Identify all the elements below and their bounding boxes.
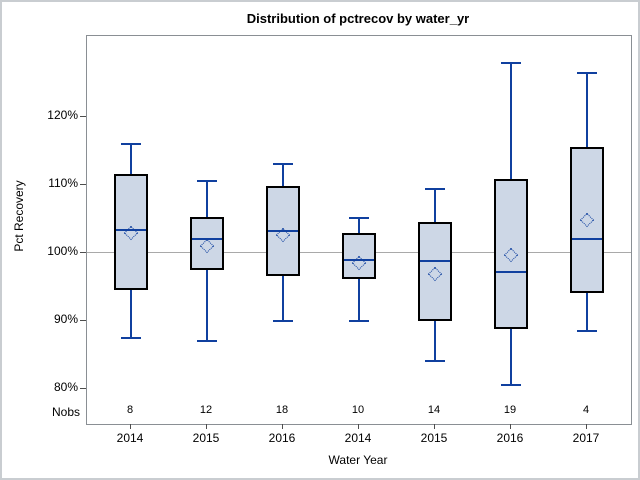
whisker-upper-stem xyxy=(130,144,132,174)
x-axis-title: Water Year xyxy=(328,453,388,467)
whisker-cap-upper xyxy=(273,163,293,165)
whisker-cap-upper xyxy=(577,72,597,74)
nobs-value: 19 xyxy=(503,404,517,416)
x-tick-label: 2016 xyxy=(268,431,296,445)
nobs-value: 10 xyxy=(351,404,365,416)
whisker-upper-stem xyxy=(586,73,588,147)
box-outline xyxy=(494,179,528,329)
whisker-cap-lower xyxy=(121,337,141,339)
median-line xyxy=(116,229,146,231)
y-tick-label: 100% xyxy=(47,244,78,258)
box-outline xyxy=(114,174,148,290)
whisker-lower-stem xyxy=(282,276,284,321)
whisker-cap-upper xyxy=(349,217,369,219)
median-line xyxy=(344,259,374,261)
median-line xyxy=(572,238,602,240)
whisker-upper-stem xyxy=(434,189,436,222)
whisker-cap-lower xyxy=(501,384,521,386)
whisker-lower-stem xyxy=(130,290,132,338)
whisker-upper-stem xyxy=(510,63,512,179)
x-tick-label: 2017 xyxy=(572,431,600,445)
nobs-value: 8 xyxy=(126,404,134,416)
y-axis-tick xyxy=(80,116,86,117)
box-outline xyxy=(190,217,224,270)
x-tick-label: 2016 xyxy=(496,431,524,445)
y-axis-tick xyxy=(80,252,86,253)
x-axis-tick xyxy=(586,424,587,429)
y-axis-title: Pct Recovery xyxy=(12,180,26,252)
whisker-cap-upper xyxy=(121,143,141,145)
whisker-lower-stem xyxy=(434,321,436,361)
whisker-cap-lower xyxy=(425,360,445,362)
median-line xyxy=(420,260,450,262)
x-tick-label: 2015 xyxy=(420,431,448,445)
x-axis-tick xyxy=(510,424,511,429)
x-axis-tick xyxy=(282,424,283,429)
box-fill xyxy=(418,222,452,321)
whisker-cap-upper xyxy=(197,180,217,182)
nobs-value: 18 xyxy=(275,404,289,416)
box-fill xyxy=(570,147,604,293)
x-axis-tick xyxy=(130,424,131,429)
chart-title: Distribution of pctrecov by water_yr xyxy=(246,11,470,26)
y-axis-tick xyxy=(80,388,86,389)
x-tick-label: 2014 xyxy=(116,431,144,445)
whisker-cap-upper xyxy=(425,188,445,190)
whisker-lower-stem xyxy=(510,329,512,385)
x-tick-label: 2014 xyxy=(344,431,372,445)
whisker-cap-lower xyxy=(273,320,293,322)
whisker-lower-stem xyxy=(358,279,360,321)
x-axis-tick xyxy=(206,424,207,429)
whisker-upper-stem xyxy=(358,218,360,233)
box-outline xyxy=(418,222,452,321)
whisker-cap-lower xyxy=(197,340,217,342)
y-tick-label: 90% xyxy=(53,312,78,326)
nobs-value: 4 xyxy=(582,404,590,416)
nobs-value: 12 xyxy=(199,404,213,416)
box-outline xyxy=(266,186,300,276)
y-tick-label: 80% xyxy=(53,380,78,394)
whisker-cap-upper xyxy=(501,62,521,64)
median-line xyxy=(268,230,298,232)
median-line xyxy=(192,238,222,240)
box-outline xyxy=(570,147,604,293)
nobs-value: 14 xyxy=(427,404,441,416)
box-fill xyxy=(190,217,224,270)
x-tick-label: 2015 xyxy=(192,431,220,445)
median-line xyxy=(496,271,526,273)
y-axis-tick xyxy=(80,184,86,185)
y-tick-label: 120% xyxy=(47,108,78,122)
whisker-lower-stem xyxy=(206,270,208,341)
whisker-cap-lower xyxy=(577,330,597,332)
whisker-lower-stem xyxy=(586,293,588,331)
box-fill xyxy=(114,174,148,290)
plot-area xyxy=(86,35,632,425)
y-axis-tick xyxy=(80,320,86,321)
x-axis-tick xyxy=(434,424,435,429)
y-tick-label: 110% xyxy=(48,176,78,190)
whisker-cap-lower xyxy=(349,320,369,322)
box-fill xyxy=(342,233,376,279)
whisker-upper-stem xyxy=(206,181,208,217)
whisker-upper-stem xyxy=(282,164,284,186)
x-axis-tick xyxy=(358,424,359,429)
box-outline xyxy=(342,233,376,279)
nobs-row-label: Nobs xyxy=(51,405,80,419)
box-fill xyxy=(494,179,528,329)
